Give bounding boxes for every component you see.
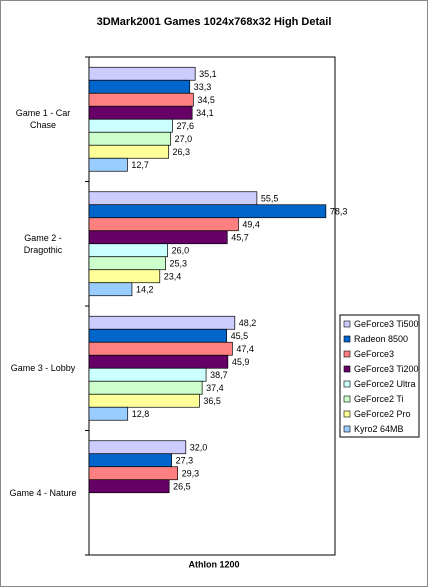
bar (88, 105, 193, 120)
x-axis-label: Athlon 1200 (188, 559, 239, 569)
bar (88, 406, 129, 421)
bar (88, 341, 233, 356)
bar (88, 217, 239, 232)
bar (88, 354, 229, 369)
bar (88, 66, 196, 81)
bar (88, 367, 207, 382)
value-label: 27,0 (175, 134, 193, 144)
value-label: 27,6 (176, 121, 194, 131)
bar (88, 466, 178, 481)
bar (88, 440, 187, 455)
legend-label: GeForce3 Ti200 (354, 364, 419, 374)
value-label: 12,8 (132, 409, 150, 419)
bar (88, 204, 327, 219)
legend-swatch (343, 395, 351, 403)
value-label: 26,0 (172, 246, 190, 256)
bar (88, 282, 133, 297)
value-label: 12,7 (131, 160, 149, 170)
value-label: 29,3 (182, 469, 200, 479)
value-label: 78,3 (330, 207, 348, 217)
bar (88, 479, 170, 494)
value-label: 25,3 (170, 259, 188, 269)
bar (88, 453, 172, 468)
value-label: 33,3 (194, 82, 212, 92)
legend-swatch (343, 380, 351, 388)
value-label: 45,7 (231, 233, 249, 243)
legend-box (339, 314, 420, 438)
legend-swatch (343, 425, 351, 433)
legend-swatch (343, 365, 351, 373)
bar (88, 92, 194, 107)
value-label: 26,3 (173, 147, 191, 157)
legend-swatch (343, 335, 351, 343)
bar (88, 328, 227, 343)
y-tick-label: Game 4 - Nature (9, 487, 77, 498)
legend-label: GeForce2 Pro (354, 409, 411, 419)
legend-label: GeForce2 Ultra (354, 379, 416, 389)
legend-swatch (343, 410, 351, 418)
bar (88, 393, 200, 408)
value-label: 34,5 (197, 95, 215, 105)
legend-label: Radeon 8500 (354, 334, 408, 344)
legend-label: GeForce3 Ti500 (354, 319, 419, 329)
bar (88, 243, 169, 258)
value-label: 23,4 (164, 272, 182, 282)
legend-swatch (343, 350, 351, 358)
bar (88, 315, 236, 330)
bar (88, 230, 228, 245)
bar (88, 79, 191, 94)
y-tick-label: Game 2 - Dragothic (23, 232, 63, 255)
legend-label: GeForce3 (354, 349, 394, 359)
value-label: 55,5 (261, 194, 279, 204)
value-label: 45,9 (232, 357, 250, 367)
value-label: 35,1 (199, 69, 217, 79)
value-label: 48,2 (239, 318, 257, 328)
value-label: 47,4 (236, 344, 254, 354)
bar (88, 131, 172, 146)
value-label: 34,1 (196, 108, 214, 118)
y-tick-label: Game 3 - Lobby (10, 363, 76, 374)
bar (88, 256, 166, 271)
value-label: 32,0 (190, 443, 208, 453)
bar (88, 118, 173, 133)
y-tick-label: Game 1 - Car Chase (15, 108, 71, 131)
legend-label: Kyro2 64MB (354, 424, 404, 434)
value-label: 45,5 (231, 331, 249, 341)
bar (88, 191, 258, 206)
value-label: 38,7 (210, 370, 228, 380)
chart-title: 3DMark2001 Games 1024x768x32 High Detail (97, 16, 332, 28)
bar (88, 144, 169, 159)
value-label: 27,3 (176, 456, 194, 466)
legend-swatch (343, 320, 351, 328)
value-label: 37,4 (206, 383, 224, 393)
bar (88, 157, 128, 172)
legend-label: GeForce2 Ti (354, 394, 404, 404)
value-label: 36,5 (203, 396, 221, 406)
value-label: 14,2 (136, 285, 154, 295)
value-label: 26,5 (173, 482, 191, 492)
bar (88, 380, 203, 395)
value-label: 49,4 (242, 220, 260, 230)
bar (88, 269, 161, 284)
